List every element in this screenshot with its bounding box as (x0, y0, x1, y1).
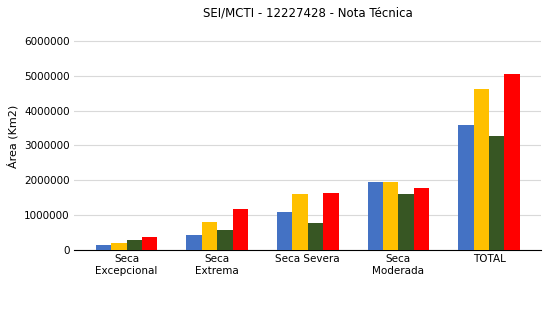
Bar (277, 212, 293, 250)
Bar (414, 188, 429, 250)
Bar (308, 223, 323, 250)
Bar (186, 235, 202, 250)
Bar (111, 243, 127, 250)
Bar (217, 230, 232, 250)
Bar (473, 89, 489, 250)
Bar (368, 182, 383, 250)
Bar (398, 194, 414, 250)
Bar (232, 209, 248, 250)
Bar (383, 181, 398, 250)
Bar (323, 193, 339, 250)
Bar (202, 222, 217, 250)
Bar (505, 74, 520, 250)
Title: SEI/MCTI - 12227428 - Nota Técnica: SEI/MCTI - 12227428 - Nota Técnica (203, 7, 413, 20)
Y-axis label: Área (Km2): Área (Km2) (7, 105, 19, 168)
Bar (458, 125, 473, 250)
Bar (293, 194, 308, 250)
Bar (96, 245, 111, 250)
Bar (127, 240, 142, 250)
Bar (489, 136, 505, 250)
Bar (142, 237, 157, 250)
